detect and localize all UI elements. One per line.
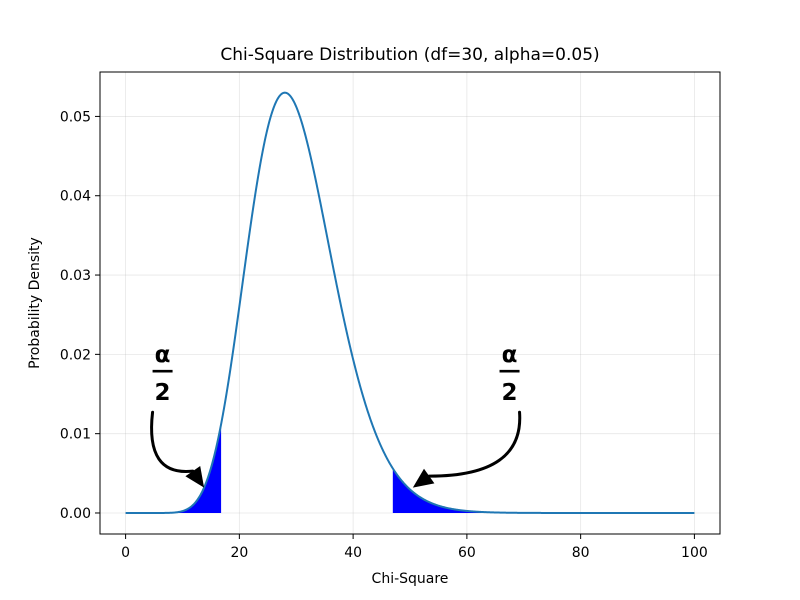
x-tick-label: 100 <box>681 545 708 561</box>
right-tail-region <box>392 468 695 513</box>
annotation-arrow <box>150 410 195 473</box>
annotations: α 2 α 2 <box>150 342 522 488</box>
alpha-numerator: α <box>155 342 171 368</box>
x-tick-label: 40 <box>344 545 362 561</box>
x-tick-label: 0 <box>121 545 130 561</box>
y-axis-label: Probability Density <box>27 237 43 369</box>
left-tail-region <box>125 424 222 513</box>
y-tick-label: 0.05 <box>60 109 91 125</box>
alpha-denominator: 2 <box>502 380 518 406</box>
x-tick-label: 80 <box>572 545 590 561</box>
chart-title: Chi-Square Distribution (df=30, alpha=0.… <box>220 45 599 65</box>
alpha-numerator: α <box>502 342 518 368</box>
y-tick-label: 0.00 <box>60 506 91 522</box>
y-tick-label: 0.02 <box>60 347 91 363</box>
alpha-denominator: 2 <box>155 380 171 406</box>
annotation-arrow <box>427 410 522 478</box>
y-tick-label: 0.04 <box>60 189 91 205</box>
x-axis-label: Chi-Square <box>372 571 449 587</box>
x-tick-label: 20 <box>230 545 248 561</box>
annotation-arrowhead <box>185 466 205 488</box>
axis-ticks: 0 20 40 60 80 100 0.00 0.01 0.02 0.03 0.04 0.05 <box>60 109 708 561</box>
x-tick-label: 60 <box>458 545 476 561</box>
plot-frame <box>99 71 721 535</box>
density-curve <box>125 91 695 514</box>
grid-lines <box>100 72 720 534</box>
y-tick-label: 0.03 <box>60 268 91 284</box>
annotation-arrowhead <box>412 468 435 488</box>
y-tick-label: 0.01 <box>60 427 91 443</box>
density-curve-layer <box>125 91 695 514</box>
shaded-regions <box>125 424 695 513</box>
